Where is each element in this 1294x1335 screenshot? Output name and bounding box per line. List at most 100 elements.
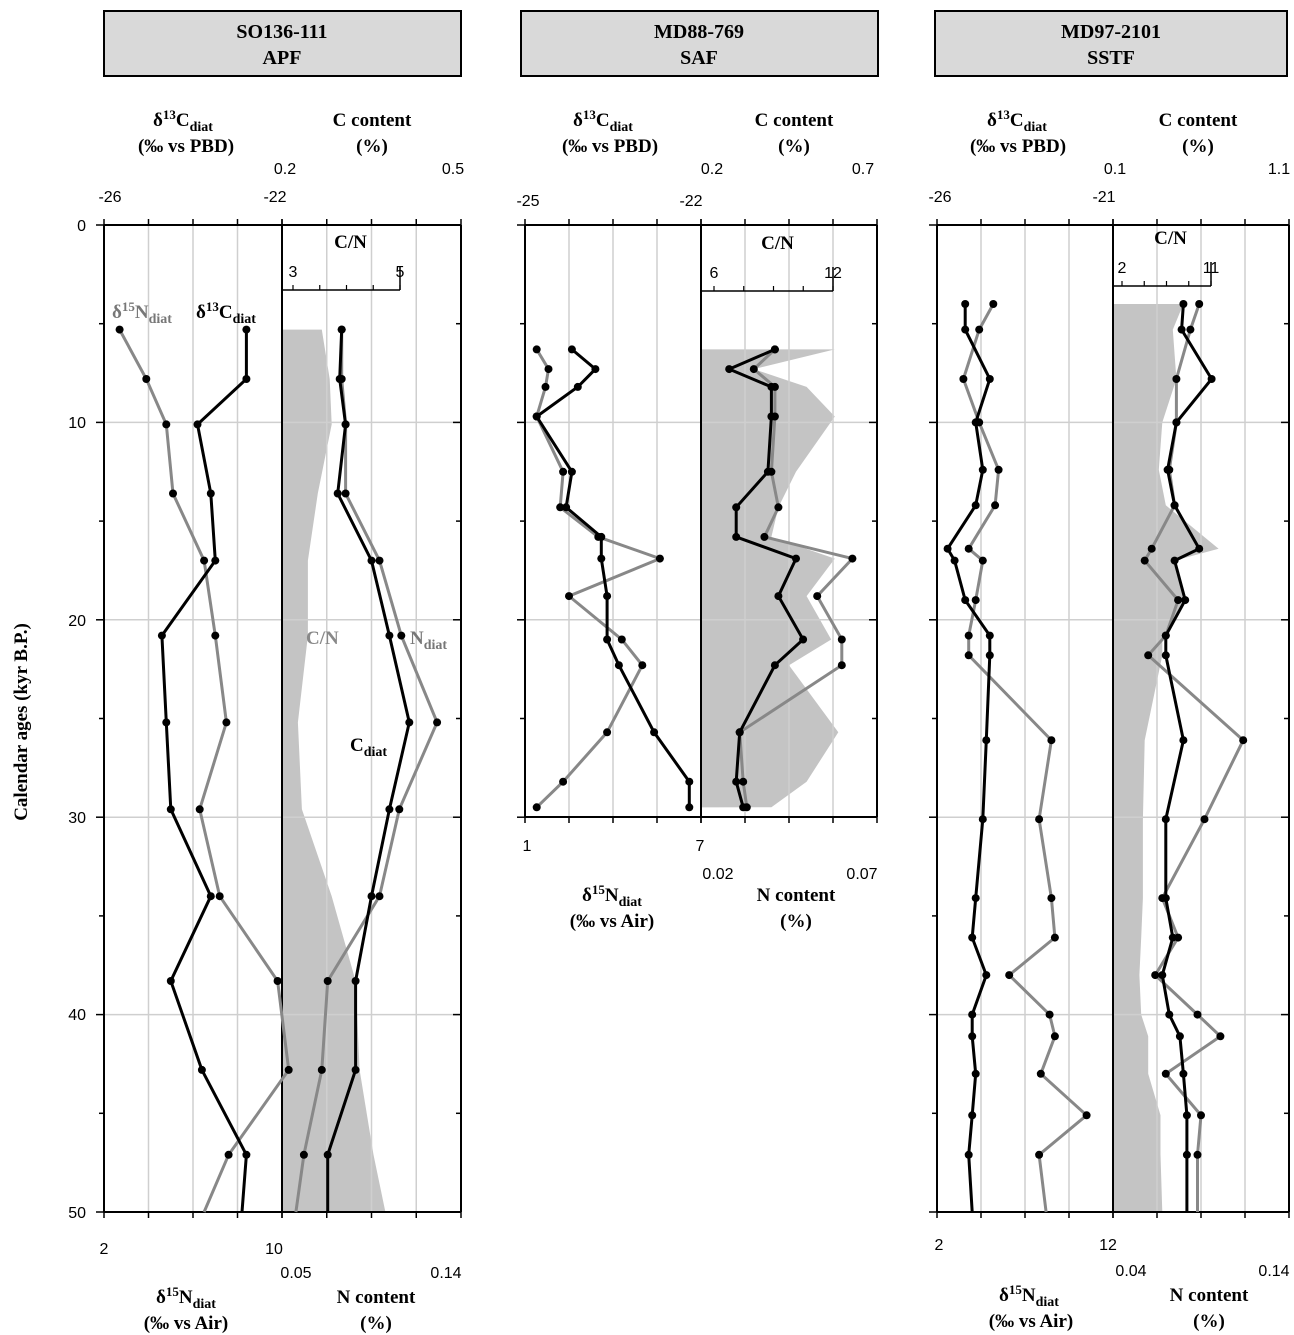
c13-tick-min-3: -26: [928, 189, 951, 206]
title-box-2: MD88-769 SAF: [520, 10, 879, 77]
y-tick-0: 0: [77, 218, 86, 235]
data-point: [591, 365, 600, 374]
data-point: [614, 661, 623, 670]
data-point: [978, 556, 987, 565]
data-point: [162, 718, 171, 727]
series-line-ndiat: [738, 348, 856, 808]
data-point: [1161, 815, 1170, 824]
cn-title: C/N: [334, 232, 367, 253]
data-point: [169, 489, 177, 498]
data-point: [848, 554, 857, 563]
ccont-axis-unit-2: (%): [778, 136, 810, 157]
c13-axis-unit-3: (‰ vs PBD): [970, 136, 1066, 157]
data-point: [603, 592, 612, 601]
data-point: [200, 556, 209, 565]
data-point: [978, 815, 987, 824]
series-line-13cdiat: [160, 329, 248, 1213]
data-point: [206, 489, 215, 498]
data-point: [982, 736, 991, 745]
data-point: [985, 651, 994, 660]
cn-tick-max: 12: [824, 265, 842, 282]
series-line-cdiat: [725, 348, 805, 808]
data-point: [559, 467, 568, 476]
data-point: [732, 777, 741, 786]
series-line-15ndiat: [535, 348, 665, 809]
data-point: [964, 651, 973, 660]
data-point: [1172, 418, 1181, 427]
core-title-3: MD97-2101: [1061, 21, 1161, 43]
c13-tick-max-1: -22: [263, 189, 286, 206]
data-point: [767, 412, 776, 421]
data-point: [1082, 1111, 1091, 1120]
data-point: [367, 892, 376, 901]
data-point: [1174, 596, 1183, 605]
data-point: [837, 661, 846, 670]
data-point: [603, 728, 612, 737]
data-point: [1035, 815, 1044, 824]
data-point: [1197, 1111, 1205, 1120]
data-point: [792, 554, 800, 563]
data-point: [978, 465, 987, 474]
data-point: [971, 596, 980, 605]
data-point: [567, 467, 576, 476]
data-point: [950, 556, 959, 565]
ncont-axis-unit-1: (%): [360, 1313, 392, 1334]
data-point: [242, 325, 251, 334]
data-point: [405, 718, 414, 727]
data-point: [774, 592, 783, 601]
data-point: [242, 375, 251, 383]
data-point: [650, 728, 659, 737]
data-point: [1045, 1010, 1054, 1019]
ncont-axis-label-2: N content: [757, 885, 836, 906]
front-title-1: APF: [263, 47, 302, 69]
data-point: [971, 418, 980, 427]
data-point: [774, 503, 783, 512]
ccont-axis-label-1: C content: [333, 110, 412, 131]
data-point: [799, 635, 808, 644]
core-panel-2: 6 12 C/N: [517, 219, 878, 823]
ncont-axis-unit-3: (%): [1193, 1311, 1225, 1332]
n15-tick-min-3: 2: [935, 1237, 944, 1254]
data-point: [1182, 1150, 1191, 1159]
ncont-tick-min-1: 0.05: [280, 1265, 311, 1282]
data-point: [1147, 544, 1156, 553]
data-point: [964, 544, 973, 553]
data-point: [739, 777, 748, 786]
data-point: [341, 489, 350, 498]
data-point: [763, 467, 772, 476]
ccont-tick-min-3: 0.1: [1104, 161, 1126, 178]
data-point: [1140, 556, 1149, 565]
data-point: [968, 1111, 977, 1120]
data-point: [351, 1065, 360, 1074]
n15-tick-min-1: 2: [100, 1241, 109, 1258]
annot-n15-1: δ15Ndiat: [112, 299, 172, 327]
data-point: [1195, 300, 1204, 308]
data-point: [375, 892, 384, 901]
n15-axis-unit-3: (‰ vs Air): [989, 1311, 1073, 1332]
data-point: [1175, 1032, 1184, 1041]
data-point: [994, 465, 1003, 474]
data-point: [968, 1032, 977, 1041]
data-point: [1168, 933, 1177, 942]
n15-axis-label-3: δ15Ndiat: [999, 1282, 1059, 1310]
data-point: [1170, 556, 1179, 565]
data-point: [1036, 1069, 1045, 1078]
y-tick-30: 30: [68, 810, 86, 827]
ncont-tick-max-3: 0.14: [1258, 1263, 1289, 1280]
data-point: [375, 556, 384, 565]
data-point: [1047, 736, 1056, 745]
data-point: [433, 718, 442, 727]
ccont-axis-label-3: C content: [1159, 110, 1238, 131]
c13-tick-max-3: -21: [1092, 189, 1115, 206]
data-point: [685, 777, 694, 786]
core-title-1: SO136-111: [236, 21, 327, 43]
data-point: [541, 382, 550, 391]
data-point: [735, 728, 744, 737]
data-point: [971, 1069, 980, 1078]
data-point: [655, 554, 664, 563]
data-point: [335, 375, 344, 383]
data-point: [142, 375, 151, 383]
data-point: [961, 596, 970, 605]
c13-tick-min-2: -25: [516, 193, 539, 210]
